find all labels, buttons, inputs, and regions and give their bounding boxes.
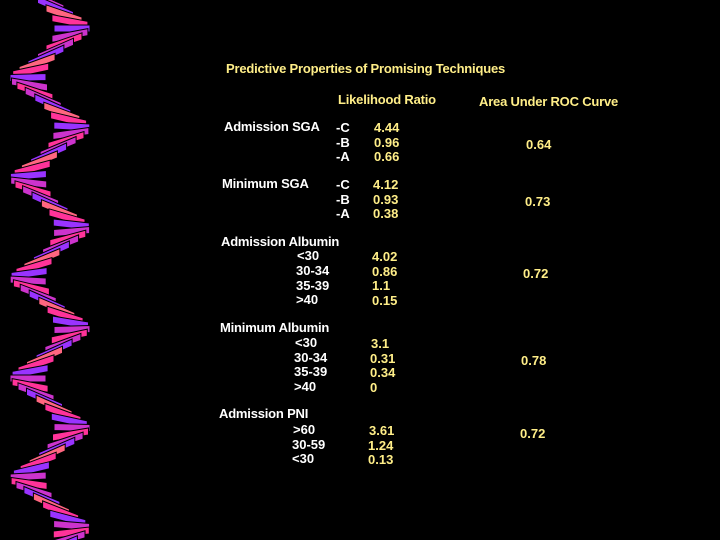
sub-label: -B [336,134,350,150]
auc-value: 0.73 [525,194,551,209]
lr-value: 0.15 [372,292,398,308]
lr-value: 4.12 [373,177,399,192]
sub-label: >60 [293,422,316,437]
sub-label: -C [336,177,350,192]
auc-value: 0.72 [523,266,549,281]
sub-label: -B [336,191,350,207]
lr-value: 4.44 [374,120,400,135]
sub-label: -A [336,206,350,221]
ribbon-segment [10,176,48,189]
lr-value: 0.93 [373,191,399,207]
sub-label: 35-39 [296,277,330,293]
lr-value: 0 [370,379,378,395]
ribbon-segment [52,126,90,141]
auc-value: 0.72 [520,426,546,441]
sub-label: <30 [297,248,320,263]
ribbon-segment [10,476,48,491]
sub-label: 30-34 [296,263,330,278]
decorative-ribbon [9,0,91,540]
ribbon-segment [50,328,88,345]
lr-value: 0.13 [368,452,394,467]
lr-value: 0.66 [374,149,400,164]
ribbon-segment [52,427,89,442]
lr-value: 0.96 [374,134,400,150]
sub-label: 30-34 [294,349,328,365]
sub-label: -C [336,120,350,135]
sub-label: <30 [292,451,315,466]
sub-label: >40 [296,292,319,307]
row-label-admission-albumin: Admission Albumin [221,234,340,249]
lr-value: 3.1 [371,336,390,351]
sub-label: <30 [295,335,318,350]
lr-value: 1.24 [368,437,394,453]
lr-value: 0.31 [370,350,396,366]
auc-value: 0.64 [526,137,552,152]
auc-value: 0.78 [521,353,547,368]
row-label-admission-pni: Admission PNI [219,406,309,421]
sub-label: 30-59 [292,436,326,452]
ribbon-segment [65,534,78,540]
row-label-minimum-albumin: Minimum Albumin [220,320,330,335]
lr-value: 0.34 [370,365,396,380]
likelihood-ratio-header: Likelihood Ratio [338,92,436,107]
slide-title: Predictive Properties of Promising Techn… [226,61,505,76]
auc-header: Area Under ROC Curve [479,94,619,109]
sub-label: 35-39 [294,364,328,379]
ribbon-segment [52,526,90,539]
row-label-minimum-sga: Minimum SGA [222,176,309,191]
ribbon-segment [11,377,49,394]
ribbon-segment [11,77,48,92]
lr-value: 0.38 [373,206,399,221]
lr-value: 3.61 [369,423,395,438]
lr-value: 4.02 [372,249,398,264]
ribbon-segment [51,27,89,44]
sub-label: >40 [294,378,317,394]
row-label-admission-sga: Admission SGA [224,119,320,134]
lr-value: 0.86 [372,263,398,279]
sub-label: -A [336,149,350,164]
lr-value: 1.1 [372,278,391,293]
